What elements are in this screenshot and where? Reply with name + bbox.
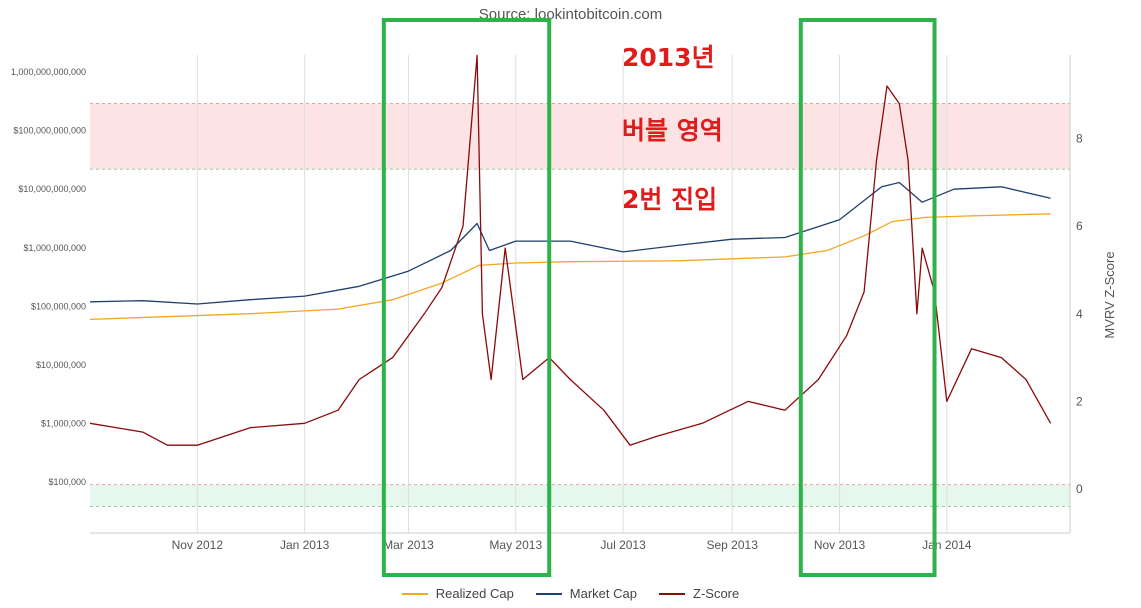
y-left-tick-label-4: $100,000,000 [31,301,86,311]
x-tick-label-0: Nov 2012 [172,538,224,552]
legend-swatch-realized-cap [401,592,428,595]
highlight-box-0 [381,18,552,577]
x-tick-label-5: Sep 2013 [706,538,758,552]
x-tick-label-7: Jan 2014 [922,538,972,552]
y-left-tick-label-6: $1,000,000 [41,419,86,429]
legend-item-realized-cap[interactable]: Realized Cap [401,586,514,601]
y-right-tick-label-3: 2 [1076,394,1083,408]
highlight-box-1 [798,18,937,577]
x-tick-label-4: Jul 2013 [600,538,646,552]
y-right-axis-title: MVRV Z-Score [1102,251,1117,338]
y-left-tick-label-5: $10,000,000 [36,360,86,370]
x-tick-label-1: Jan 2013 [280,538,330,552]
x-tick-label-6: Nov 2013 [814,538,866,552]
series-line-realized-cap [89,213,1051,321]
series-line-market-cap [89,181,1051,305]
legend-label-market-cap: Market Cap [569,586,637,601]
x-tick-label-3: May 2013 [489,538,542,552]
annotation-two-entries: 2번 진입 [622,185,718,214]
y-left-tick-label-7: $100,000 [48,477,86,487]
annotation-bubble-zone: 버블 영역 [622,116,723,145]
chart-legend: Realized Cap Market Cap Z-Score [0,586,1141,601]
annotation-year: 2013년 [622,43,715,72]
x-tick-label-2: Mar 2013 [383,538,434,552]
band-1 [90,484,1070,507]
y-left-tick-label-1: $100,000,000,000 [13,126,86,136]
y-right-tick-label-2: 4 [1076,307,1083,321]
legend-label-realized-cap: Realized Cap [435,586,514,601]
y-left-tick-label-2: $10,000,000,000 [18,184,86,194]
y-left-tick-label-0: 1,000,000,000,000 [11,67,86,77]
legend-item-z-score[interactable]: Z-Score [659,586,739,601]
legend-item-market-cap[interactable]: Market Cap [535,586,637,601]
y-right-tick-label-4: 0 [1076,482,1083,496]
legend-swatch-market-cap [535,592,562,595]
series-line-z-score [89,54,1052,446]
band-0 [90,103,1070,170]
y-left-tick-label-3: $1,000,000,000 [23,243,86,253]
legend-swatch-z-score [659,592,685,595]
y-right-tick-label-1: 6 [1076,219,1083,233]
legend-label-z-score: Z-Score [693,586,740,601]
y-right-tick-label-0: 8 [1076,132,1083,146]
